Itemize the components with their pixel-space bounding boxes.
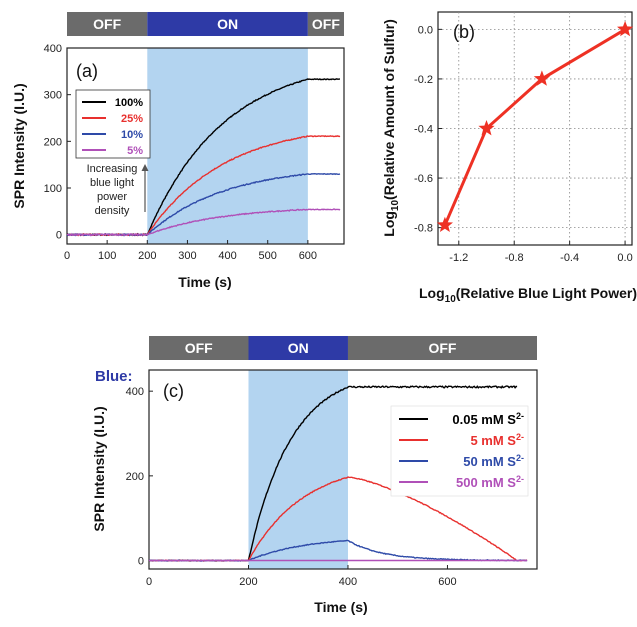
legend-label: 25%: [121, 113, 143, 125]
x-tick-label: 0: [146, 576, 152, 588]
panel-a-xlabel: Time (s): [178, 274, 231, 290]
data-point-star: [533, 70, 550, 86]
y-tick-label: 0: [56, 230, 62, 242]
panel-b-ylabel: Log10(Relative Amount of Sulfur): [381, 19, 401, 236]
x-tick-label: 600: [299, 250, 317, 262]
legend-label: 50 mM S2-: [463, 453, 524, 469]
x-tick-label: 400: [339, 576, 357, 588]
light-bar-segment-on: [147, 12, 308, 36]
legend-label: 0.05 mM S2-: [452, 411, 524, 427]
x-tick-label: 0: [64, 250, 70, 262]
light-bar-label: OFF: [185, 340, 213, 356]
light-bar-label: OFF: [93, 16, 121, 32]
light-bar-label: ON: [288, 340, 309, 356]
x-tick-label: -1.2: [449, 252, 468, 264]
panel-c-bar-title: Blue:: [95, 368, 133, 385]
annotation-line-3: power: [97, 191, 127, 203]
panel-c-legend: 0.05 mM S2- 5 mM S2- 50 mM S2- 500 mM S2-: [390, 405, 529, 497]
y-tick-label: 100: [44, 183, 62, 195]
data-point-star: [617, 20, 634, 37]
panel-b: -1.2 -0.8 -0.4 0.0 0.0 -0.2 -0.4 -0.6 -0.8 (b) L…: [381, 11, 637, 305]
panel-a-ticks: 0 100 200 300 400 500 600 0 100 200 300 400: [44, 43, 317, 262]
legend-label: 5%: [127, 145, 143, 157]
panel-c-light-bar: OFF ON OFF: [149, 336, 537, 360]
panel-b-letter: (b): [453, 22, 475, 42]
panel-a: OFF ON OFF 0 100 200 300 400 500 600 0 100 200 300 40…: [11, 12, 345, 290]
panel-a-series: [66, 78, 341, 237]
light-bar-label: OFF: [312, 16, 340, 32]
light-bar-label: OFF: [428, 340, 456, 356]
panel-b-ticks: -1.2 -0.8 -0.4 0.0 0.0 -0.2 -0.4 -0.6 -0.8: [414, 24, 633, 264]
panel-a-light-bar: OFF ON OFF: [67, 12, 344, 36]
panel-b-xlabel: Log10(Relative Blue Light Power): [419, 285, 637, 305]
panel-a-frame: [66, 47, 345, 245]
panel-a-ylabel: SPR Intensity (I.U.): [11, 83, 27, 208]
y-tick-label: -0.6: [414, 173, 433, 185]
x-tick-label: -0.4: [560, 252, 579, 264]
panel-b-series: [436, 20, 634, 232]
light-bar-label: ON: [217, 16, 238, 32]
data-point-star: [478, 120, 495, 136]
x-tick-label: 500: [259, 250, 277, 262]
legend-label: 10%: [121, 129, 143, 141]
series-line: [443, 28, 626, 226]
series-line-5pct: [66, 208, 341, 237]
panel-c-series: [148, 385, 528, 562]
x-tick-label: 300: [178, 250, 196, 262]
legend-label: 500 mM S2-: [456, 474, 524, 490]
y-tick-label: 400: [126, 386, 144, 398]
panel-c-letter: (c): [163, 381, 184, 401]
panel-c: Blue: OFF ON OFF 0 200 400 600 0 200 400 (c) 0.0…: [91, 336, 538, 615]
annotation-line-2: blue light: [90, 177, 134, 189]
panel-c-xlabel: Time (s): [314, 599, 367, 615]
y-tick-label: 0: [138, 556, 144, 568]
annotation-line-4: density: [95, 205, 130, 217]
y-tick-label: 200: [44, 136, 62, 148]
y-tick-label: 200: [126, 471, 144, 483]
panel-b-grid: [438, 12, 632, 245]
y-tick-label: -0.4: [414, 124, 433, 136]
annotation-arrowhead: [141, 164, 149, 171]
x-tick-label: 100: [98, 250, 116, 262]
legend-label: 5 mM S2-: [470, 432, 524, 448]
light-bar-segment-on: [248, 336, 348, 360]
annotation-line-1: Increasing: [87, 163, 138, 175]
light-bar-segment-off: [149, 336, 249, 360]
legend-label: 100%: [115, 97, 143, 109]
panel-c-ticks: 0 200 400 600 0 200 400: [126, 386, 457, 588]
panel-a-legend: 100% 25% 10% 5%: [75, 89, 151, 159]
panel-a-on-shading: [147, 48, 308, 244]
x-tick-label: 400: [218, 250, 236, 262]
x-tick-label: -0.8: [505, 252, 524, 264]
y-tick-label: -0.2: [414, 74, 433, 86]
panel-c-ylabel: SPR Intensity (I.U.): [91, 406, 107, 531]
y-tick-label: 300: [44, 90, 62, 102]
light-bar-segment-off: [67, 12, 148, 36]
data-point-star: [436, 216, 453, 232]
y-tick-label: 400: [44, 43, 62, 55]
panel-a-letter: (a): [76, 61, 98, 81]
y-tick-label: 0.0: [418, 24, 433, 36]
panel-c-on-shading: [248, 370, 348, 569]
x-tick-label: 0.0: [617, 252, 632, 264]
panel-a-annotation: Increasing blue light power density: [87, 163, 149, 217]
y-tick-label: -0.8: [414, 223, 433, 235]
light-bar-segment-off: [347, 336, 537, 360]
light-bar-segment-off: [307, 12, 344, 36]
x-tick-label: 200: [239, 576, 257, 588]
x-tick-label: 200: [138, 250, 156, 262]
panel-c-frame: [148, 369, 538, 570]
x-tick-label: 600: [438, 576, 456, 588]
